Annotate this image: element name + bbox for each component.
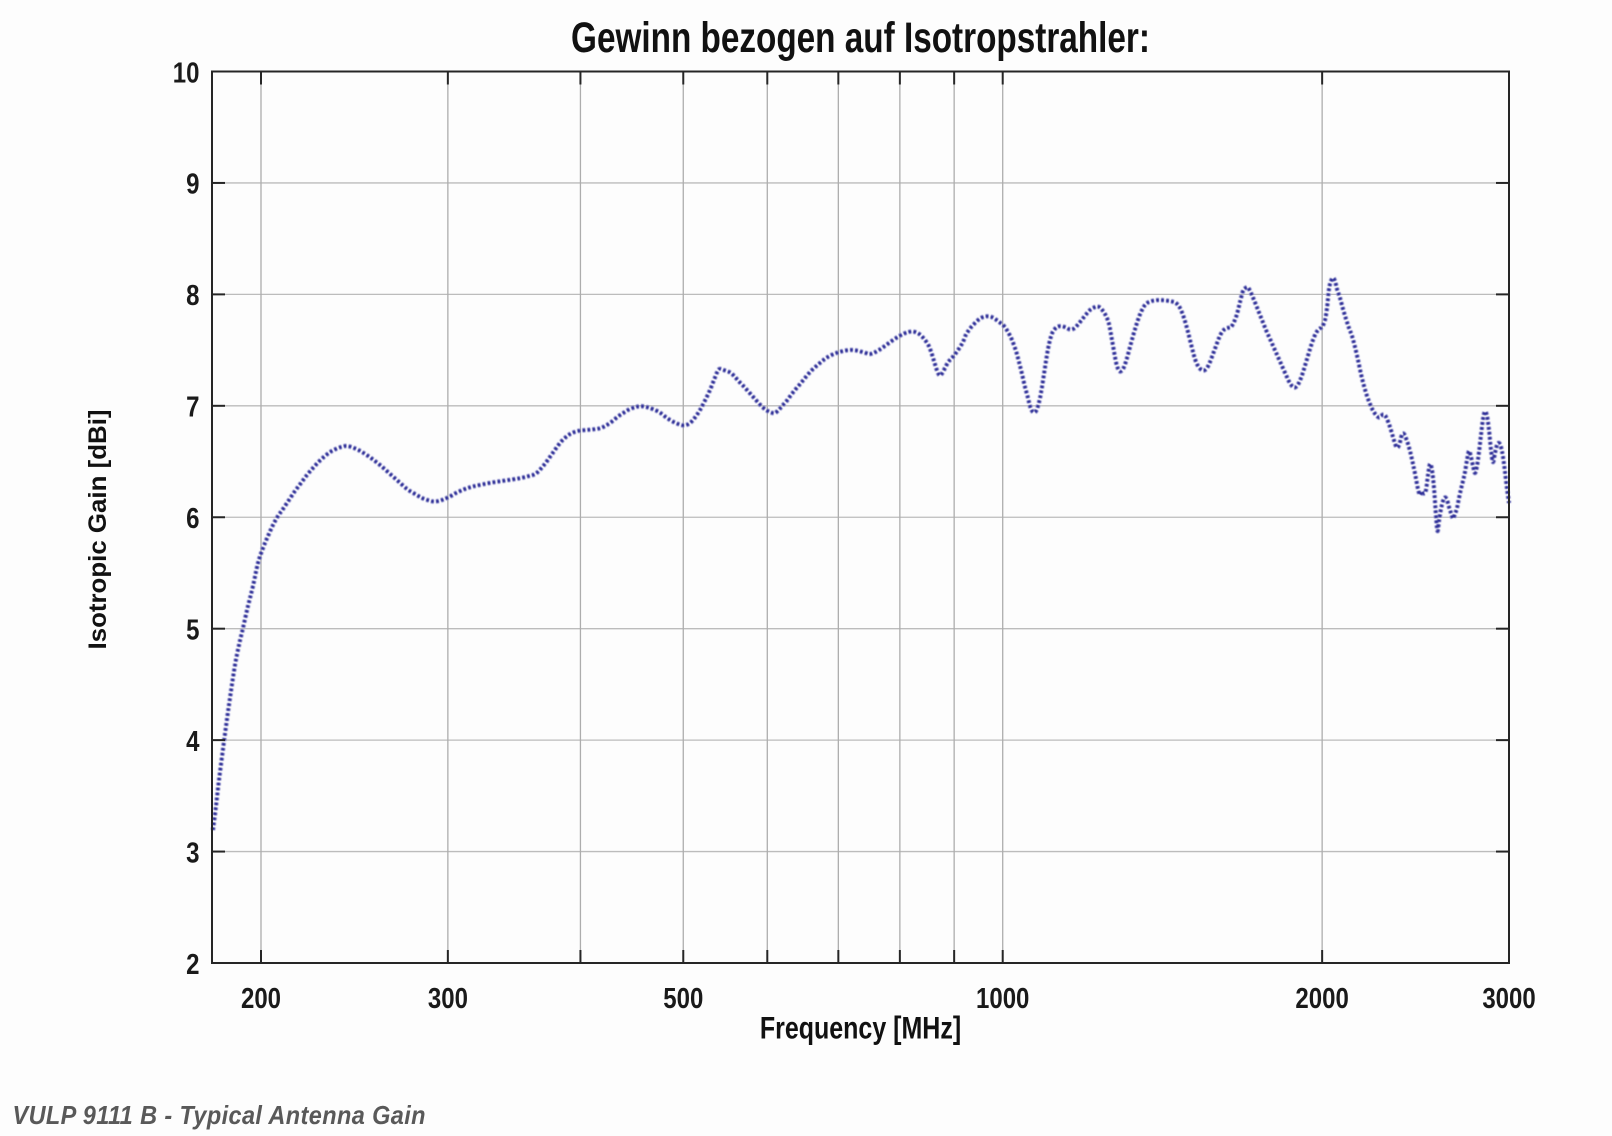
svg-text:Gewinn bezogen auf Isotropstra: Gewinn bezogen auf Isotropstrahler: — [571, 15, 1150, 62]
svg-text:3: 3 — [186, 836, 199, 869]
svg-text:200: 200 — [241, 982, 281, 1015]
svg-text:3000: 3000 — [1482, 982, 1535, 1015]
svg-text:2: 2 — [186, 948, 199, 981]
svg-text:9: 9 — [186, 168, 199, 201]
svg-text:2000: 2000 — [1295, 982, 1348, 1015]
svg-text:Frequency [MHz]: Frequency [MHz] — [760, 1010, 961, 1045]
svg-text:4: 4 — [186, 725, 200, 758]
svg-text:500: 500 — [663, 982, 703, 1015]
svg-text:5: 5 — [186, 613, 199, 646]
svg-text:8: 8 — [186, 279, 199, 312]
svg-text:7: 7 — [186, 391, 199, 424]
svg-text:6: 6 — [186, 502, 199, 535]
svg-text:300: 300 — [428, 982, 468, 1015]
svg-text:VULP 9111 B - Typical Antenna: VULP 9111 B - Typical Antenna Gain — [13, 1102, 426, 1130]
svg-text:10: 10 — [173, 56, 200, 89]
svg-text:Isotropic Gain [dBi]: Isotropic Gain [dBi] — [84, 409, 112, 649]
svg-text:1000: 1000 — [976, 982, 1029, 1015]
